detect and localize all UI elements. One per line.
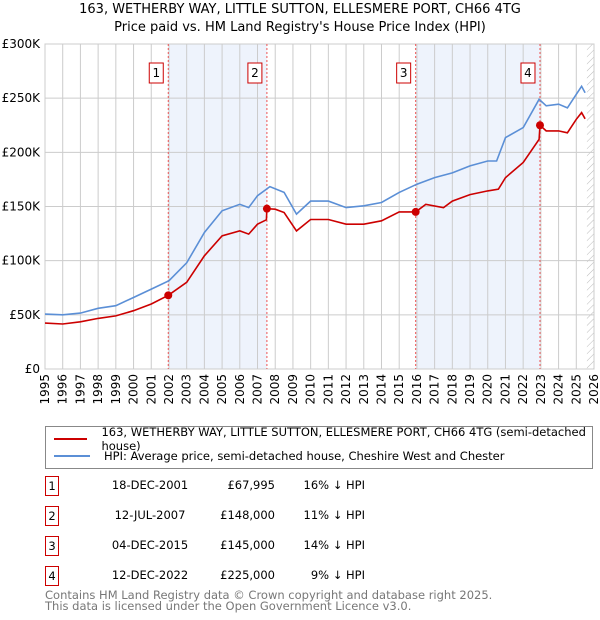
sale-point — [164, 291, 173, 300]
x-tick-label: 2025 — [569, 374, 583, 405]
x-tick-label: 2026 — [587, 374, 600, 405]
transaction-price: £225,000 — [220, 568, 275, 582]
y-tick-label: £250K — [2, 91, 42, 105]
price-chart: 1995 1996 1997 1998 1999 2000 2001 2002 2003 2004… — [2, 37, 600, 405]
chart-title: 163, WETHERBY WAY, LITTLE SUTTON, ELLESM… — [79, 2, 521, 17]
transaction-date: 18-DEC-2001 — [111, 478, 189, 492]
transaction-hpi-diff: 14% ↓ HPI — [303, 538, 365, 552]
transaction-row: 1 18-DEC-2001 £67,995 16% ↓ HPI — [45, 476, 445, 496]
x-tick-label: 2015 — [392, 374, 406, 405]
hpi-line — [44, 84, 586, 316]
x-tick-label: 1996 — [56, 374, 70, 405]
footer-licence: This data is licensed under the Open Gov… — [45, 599, 412, 613]
sale-label-box — [247, 62, 263, 84]
y-tick-label: £300K — [2, 37, 42, 51]
transaction-row: 2 12-JUL-2007 £148,000 11% ↓ HPI — [45, 506, 445, 526]
x-tick-label: 2021 — [498, 374, 512, 405]
transaction-date: 04-DEC-2015 — [111, 538, 189, 552]
plot-border — [44, 43, 595, 370]
x-tick-label: 2020 — [481, 374, 495, 405]
x-tick-label: 2011 — [321, 374, 335, 405]
x-tick-label: 2019 — [463, 374, 477, 405]
transaction-row: 3 04-DEC-2015 £145,000 14% ↓ HPI — [45, 536, 445, 556]
x-tick-label: 2012 — [339, 374, 353, 405]
x-tick-label: 2003 — [180, 374, 194, 405]
y-tick-label: £200K — [2, 145, 42, 159]
sale-point — [411, 207, 420, 216]
x-tick-label: 2010 — [304, 374, 318, 405]
sale-point — [262, 204, 271, 213]
x-tick-label: 2004 — [197, 374, 211, 405]
transaction-price: £148,000 — [220, 508, 275, 522]
transaction-price: £67,995 — [227, 478, 275, 492]
x-tick-label: 2008 — [268, 374, 282, 405]
sale-label: 2 — [251, 66, 259, 80]
x-tick-label: 2022 — [516, 374, 530, 405]
x-tick-label: 1999 — [109, 374, 123, 405]
x-tick-label: 2009 — [286, 374, 300, 405]
footer: Contains HM Land Registry data © Crown c… — [45, 588, 493, 613]
x-tick-label: 2016 — [410, 374, 424, 405]
x-tick-label: 2013 — [357, 374, 371, 405]
transaction-hpi-diff: 9% ↓ HPI — [310, 568, 365, 582]
x-tick-label: 2000 — [127, 374, 141, 405]
transaction-number-badge: 1 — [45, 476, 59, 496]
sale-label-box — [148, 62, 164, 84]
sale-label: 3 — [400, 66, 408, 80]
legend: 163, WETHERBY WAY, LITTLE SUTTON, ELLESM… — [45, 425, 593, 469]
y-tick-label: £100K — [2, 254, 42, 268]
y-tick-label: £150K — [2, 200, 42, 214]
chart-subtitle: Price paid vs. HM Land Registry's House … — [114, 20, 486, 35]
x-tick-label: 1995 — [38, 374, 52, 405]
x-tick-label: 2014 — [374, 374, 388, 405]
transaction-number-badge: 3 — [45, 536, 59, 556]
blue-line-swatch — [54, 455, 90, 457]
x-tick-label: 2023 — [534, 374, 548, 405]
legend-item-property: 163, WETHERBY WAY, LITTLE SUTTON, ELLESM… — [46, 425, 592, 453]
transaction-price: £145,000 — [220, 538, 275, 552]
y-tick-label: £0 — [25, 362, 40, 376]
transaction-hpi-diff: 16% ↓ HPI — [303, 478, 365, 492]
transaction-date: 12-JUL-2007 — [114, 508, 186, 522]
x-tick-label: 2007 — [251, 374, 265, 405]
legend-label-property: 163, WETHERBY WAY, LITTLE SUTTON, ELLESM… — [101, 425, 586, 453]
transaction-number-badge: 2 — [45, 506, 59, 526]
footer-copyright: Contains HM Land Registry data © Crown c… — [45, 588, 493, 602]
y-tick-label: £50K — [9, 308, 41, 322]
sale-label: 1 — [152, 66, 160, 80]
legend-item-hpi: HPI: Average price, semi-detached house,… — [46, 448, 504, 464]
x-tick-label: 2017 — [428, 374, 442, 405]
x-tick-label: 2006 — [233, 374, 247, 405]
x-tick-label: 1998 — [91, 374, 105, 405]
sale-point — [535, 121, 544, 130]
x-tick-label: 2001 — [144, 374, 158, 405]
x-tick-label: 2024 — [552, 374, 566, 405]
sale-label-box — [520, 62, 536, 84]
x-tick-label: 2018 — [445, 374, 459, 405]
sale-label: 4 — [524, 66, 532, 80]
x-tick-label: 2005 — [215, 374, 229, 405]
red-line-swatch — [54, 438, 88, 440]
legend-label-hpi: HPI: Average price, semi-detached house,… — [104, 449, 505, 463]
x-tick-label: 2002 — [162, 374, 176, 405]
transaction-date: 12-DEC-2022 — [111, 568, 189, 582]
transaction-row: 4 12-DEC-2022 £225,000 9% ↓ HPI — [45, 566, 445, 586]
x-tick-label: 1997 — [73, 374, 87, 405]
transaction-number-badge: 4 — [45, 566, 59, 586]
transaction-hpi-diff: 11% ↓ HPI — [303, 508, 365, 522]
sale-label-box — [396, 62, 412, 84]
